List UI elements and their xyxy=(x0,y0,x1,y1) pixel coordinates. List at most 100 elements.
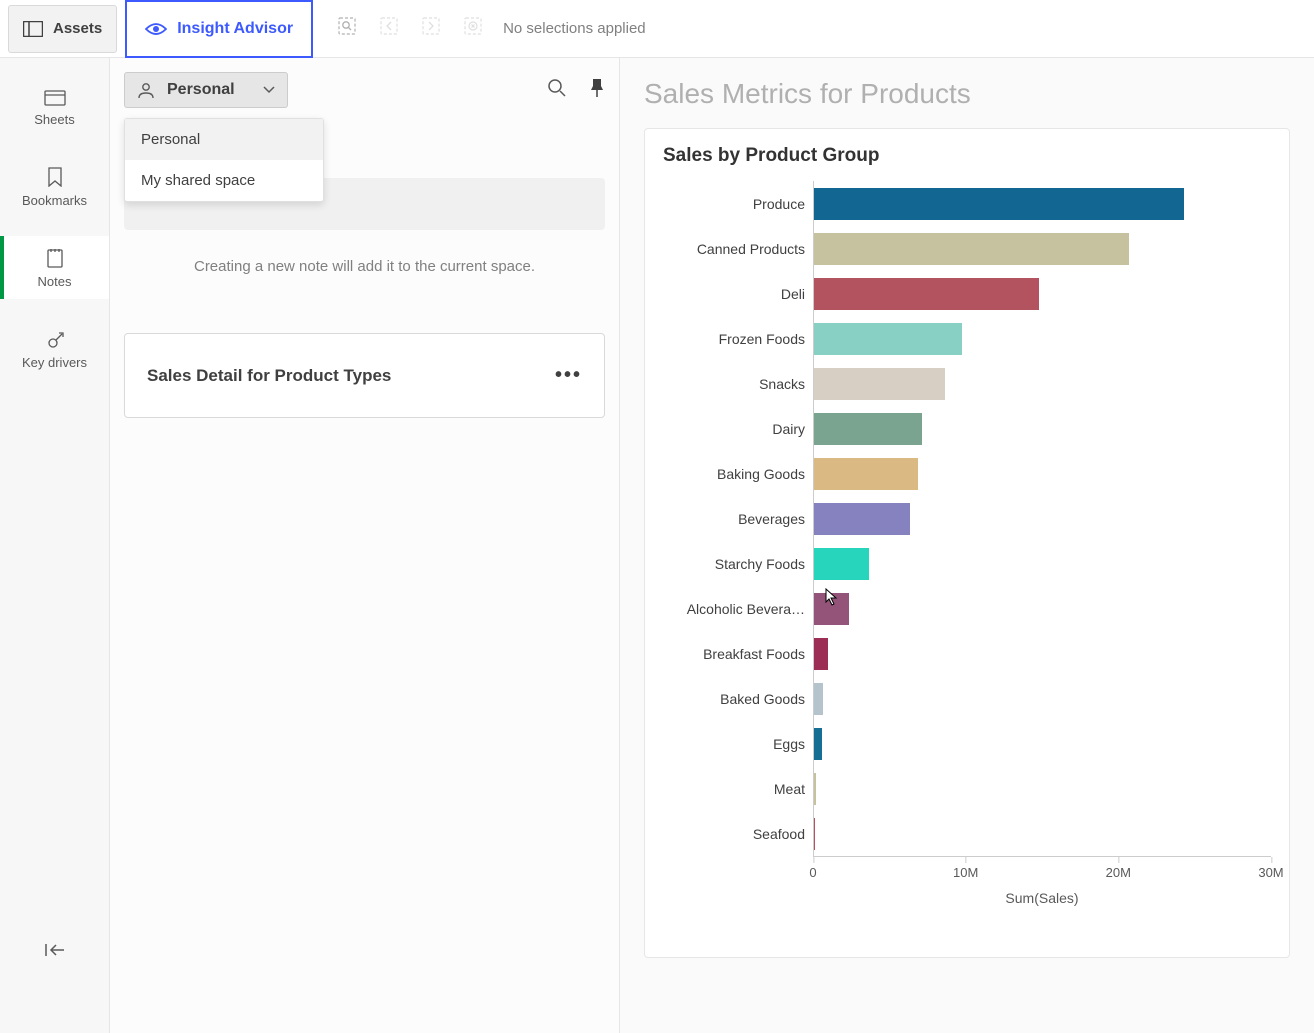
sidebar-item-bookmarks[interactable]: Bookmarks xyxy=(0,155,109,218)
dropdown-item-shared[interactable]: My shared space xyxy=(125,160,323,201)
notes-panel: Personal Personal My shared space Creati… xyxy=(110,58,620,1033)
bar-row[interactable]: Frozen Foods xyxy=(663,316,1271,361)
bar-label: Canned Products xyxy=(663,241,813,257)
dropdown-item-personal[interactable]: Personal xyxy=(125,119,323,160)
bar-label: Snacks xyxy=(663,376,813,392)
bar-row[interactable]: Beverages xyxy=(663,496,1271,541)
eye-icon xyxy=(145,21,167,37)
note-card-title: Sales Detail for Product Types xyxy=(147,366,391,386)
bar-track xyxy=(813,496,1271,541)
bar[interactable] xyxy=(814,278,1039,310)
bar-row[interactable]: Seafood xyxy=(663,811,1271,856)
bar-label: Frozen Foods xyxy=(663,331,813,347)
bar[interactable] xyxy=(814,773,816,805)
chart-area[interactable]: Produce Canned Products Deli Frozen Food… xyxy=(663,181,1271,941)
insight-advisor-button[interactable]: Insight Advisor xyxy=(125,0,313,58)
bar-row[interactable]: Meat xyxy=(663,766,1271,811)
chart-title: Sales by Product Group xyxy=(663,145,1271,167)
bar-label: Eggs xyxy=(663,736,813,752)
sidebar-label: Key drivers xyxy=(22,355,87,370)
bar[interactable] xyxy=(814,683,823,715)
bar[interactable] xyxy=(814,818,815,850)
bar-track xyxy=(813,541,1271,586)
bookmark-icon xyxy=(47,167,63,187)
bar-track xyxy=(813,721,1271,766)
sidebar-label: Sheets xyxy=(34,112,74,127)
bar[interactable] xyxy=(814,323,962,355)
clear-selections-icon xyxy=(463,16,483,41)
bar-row[interactable]: Canned Products xyxy=(663,226,1271,271)
bar-label: Starchy Foods xyxy=(663,556,813,572)
bar[interactable] xyxy=(814,548,869,580)
insight-label: Insight Advisor xyxy=(177,20,293,38)
bar[interactable] xyxy=(814,503,910,535)
bar-row[interactable]: Eggs xyxy=(663,721,1271,766)
bar-row[interactable]: Breakfast Foods xyxy=(663,631,1271,676)
x-tick: 30M xyxy=(1258,865,1283,880)
bar[interactable] xyxy=(814,188,1184,220)
bar-row[interactable]: Produce xyxy=(663,181,1271,226)
bar-row[interactable]: Baking Goods xyxy=(663,451,1271,496)
x-tick: 0 xyxy=(809,865,816,880)
bar-track xyxy=(813,766,1271,811)
top-toolbar: Assets Insight Advisor No selections app… xyxy=(0,0,1314,58)
bar-track xyxy=(813,361,1271,406)
bar-track xyxy=(813,676,1271,721)
search-icon xyxy=(547,78,567,98)
chart-panel: Sales Metrics for Products Sales by Prod… xyxy=(620,58,1314,1033)
bar-track xyxy=(813,271,1271,316)
bar-row[interactable]: Starchy Foods xyxy=(663,541,1271,586)
bar[interactable] xyxy=(814,413,922,445)
bar-track xyxy=(813,316,1271,361)
pin-icon xyxy=(589,78,605,98)
note-hint: Creating a new note will add it to the c… xyxy=(124,258,605,275)
bar-row[interactable]: Dairy xyxy=(663,406,1271,451)
smart-search-icon[interactable] xyxy=(337,16,357,41)
bar-track xyxy=(813,586,1271,631)
x-axis-label: Sum(Sales) xyxy=(813,890,1271,906)
bar-row[interactable]: Snacks xyxy=(663,361,1271,406)
bar-row[interactable]: Baked Goods xyxy=(663,676,1271,721)
space-dropdown-menu: Personal My shared space xyxy=(124,118,324,202)
bar[interactable] xyxy=(814,368,945,400)
space-selected-label: Personal xyxy=(167,81,235,99)
sheets-icon xyxy=(44,88,66,106)
step-back-icon xyxy=(379,16,399,41)
bar-track xyxy=(813,631,1271,676)
bar[interactable] xyxy=(814,233,1129,265)
bar[interactable] xyxy=(814,458,918,490)
person-icon xyxy=(137,81,155,99)
sidebar-label: Bookmarks xyxy=(22,193,87,208)
collapse-sidebar-button[interactable] xyxy=(44,942,66,963)
bar-row[interactable]: Deli xyxy=(663,271,1271,316)
sidebar-label: Notes xyxy=(38,274,72,289)
search-notes-button[interactable] xyxy=(547,78,567,103)
assets-button[interactable]: Assets xyxy=(8,5,117,53)
pin-button[interactable] xyxy=(589,78,605,103)
bar-row[interactable]: Alcoholic Bevera… xyxy=(663,586,1271,631)
x-axis: 010M20M30M xyxy=(813,856,1271,886)
bar-label: Produce xyxy=(663,196,813,212)
bar-label: Dairy xyxy=(663,421,813,437)
no-selections-text: No selections applied xyxy=(503,20,646,37)
panel-icon xyxy=(23,21,43,37)
space-dropdown[interactable]: Personal xyxy=(124,72,288,108)
bar-label: Beverages xyxy=(663,511,813,527)
bar-track xyxy=(813,226,1271,271)
bar[interactable] xyxy=(814,728,822,760)
bar-track xyxy=(813,451,1271,496)
notes-icon xyxy=(46,248,64,268)
sidebar-item-notes[interactable]: Notes xyxy=(0,236,109,299)
sidebar-item-key-drivers[interactable]: Key drivers xyxy=(0,317,109,380)
note-card-menu-button[interactable]: ••• xyxy=(555,364,582,387)
left-sidebar: Sheets Bookmarks Notes Key drivers xyxy=(0,58,110,1033)
bar[interactable] xyxy=(814,638,828,670)
bar-track xyxy=(813,811,1271,856)
assets-label: Assets xyxy=(53,20,102,37)
bar[interactable] xyxy=(814,593,849,625)
note-card[interactable]: Sales Detail for Product Types ••• xyxy=(124,333,605,418)
chevron-down-icon xyxy=(263,86,275,94)
step-forward-icon xyxy=(421,16,441,41)
bar-label: Seafood xyxy=(663,826,813,842)
sidebar-item-sheets[interactable]: Sheets xyxy=(0,76,109,137)
